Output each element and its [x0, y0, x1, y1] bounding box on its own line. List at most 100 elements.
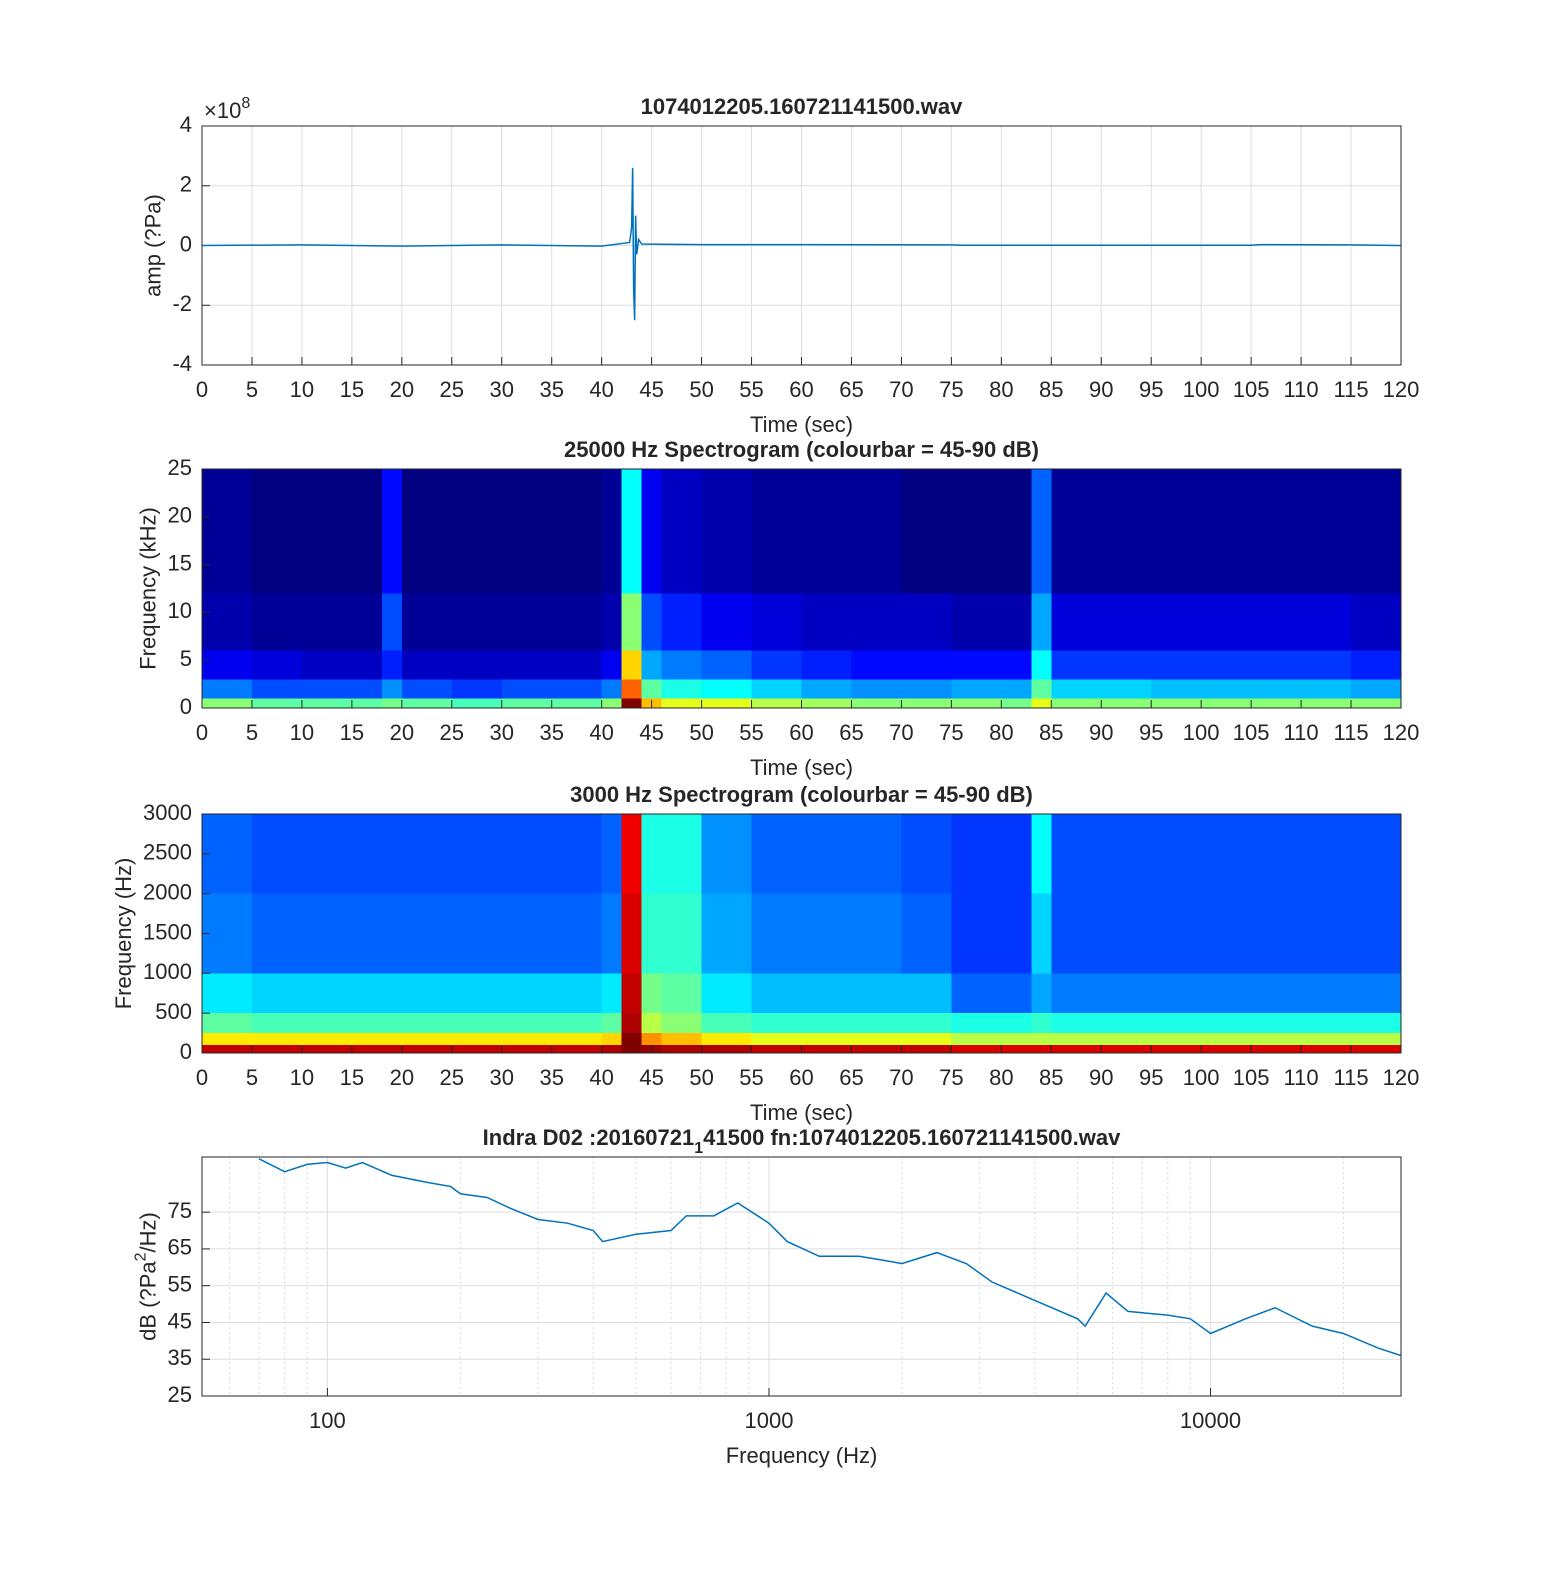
heatmap-cell: [801, 679, 852, 699]
heatmap-cell: [621, 698, 642, 708]
x-tick-label: 20: [390, 377, 414, 402]
heatmap-cell: [202, 698, 252, 708]
heatmap-cell: [301, 593, 352, 651]
title-text: Indra D02 :20160721: [483, 1125, 695, 1150]
heatmap-cell: [451, 469, 502, 594]
heatmap-cell: [1151, 650, 1202, 680]
heatmap-cell: [1201, 679, 1252, 699]
heatmap-cell: [251, 679, 302, 699]
heatmap-cell: [1251, 593, 1302, 651]
y-tick-label: 4: [180, 112, 192, 137]
heatmap-cell: [801, 698, 852, 708]
heatmap-cell: [1031, 893, 1052, 974]
heatmap-cell: [601, 679, 622, 699]
heatmap-cell: [621, 973, 642, 1014]
heatmap-cell: [641, 893, 662, 974]
heatmap-cell: [641, 650, 662, 680]
y-tick-label: 5: [180, 646, 192, 671]
heatmap-cell: [1031, 679, 1052, 699]
heatmap-cell: [1201, 1033, 1252, 1046]
heatmap-cell: [601, 1045, 622, 1053]
heatmap-cell: [202, 1013, 252, 1034]
heatmap-cell: [202, 593, 252, 651]
heatmap-cell: [1101, 650, 1152, 680]
x-tick-label: 110: [1284, 720, 1319, 745]
heatmap-cell: [351, 469, 382, 594]
heatmap-cell: [1101, 679, 1152, 699]
heatmap-cell: [851, 593, 902, 651]
heatmap-cell: [951, 1045, 1002, 1053]
heatmap-cell: [1301, 814, 1352, 894]
y-tick-label: -2: [172, 291, 192, 316]
heatmap-cell: [851, 679, 902, 699]
x-tick-label: 90: [1089, 720, 1113, 745]
chart-title: 3000 Hz Spectrogram (colourbar = 45-90 d…: [570, 782, 1033, 807]
heatmap-cell: [401, 973, 452, 1014]
heatmap-cell: [1001, 469, 1032, 594]
heatmap-cell: [951, 593, 1002, 651]
heatmap-cell: [801, 814, 852, 894]
x-tick-label: 120: [1383, 720, 1420, 745]
heatmap-cell: [501, 973, 552, 1014]
y-tick-label: 35: [168, 1345, 192, 1370]
heatmap-cell: [951, 679, 1002, 699]
panel: 0 5 10 15 20 25 30 35 40 45 50 55 60 65 70 75 80 85 90 95 10…: [111, 782, 1420, 1125]
heatmap-cell: [661, 814, 702, 894]
y-tick-label: 25: [168, 1382, 192, 1407]
heatmap-cell: [301, 973, 352, 1014]
heatmap-cell: [501, 814, 552, 894]
heatmap-cell: [901, 1013, 952, 1034]
heatmap-cell: [451, 1013, 502, 1034]
heatmap-cell: [202, 973, 252, 1014]
heatmap-cell: [1201, 814, 1252, 894]
heatmap-cell: [1301, 1013, 1352, 1034]
heatmap-cell: [951, 698, 1002, 708]
heatmap-cell: [451, 650, 502, 680]
heatmap-cell: [751, 650, 802, 680]
heatmap-cell: [801, 1033, 852, 1046]
x-tick-label: 75: [939, 377, 963, 402]
x-tick-label: 50: [689, 377, 713, 402]
heatmap-cell: [1351, 593, 1401, 651]
heatmap-cell: [1151, 469, 1202, 594]
y-axis-label: dB (?Pa2/Hz): [133, 1212, 161, 1341]
x-tick-label: 0: [196, 720, 208, 745]
panel: 0 5 10 15 20 25 30 35 40 45 50 55 60 65 70 75 80 85 90 95 10…: [135, 437, 1419, 780]
heatmap-cell: [1151, 1033, 1202, 1046]
heatmap-cell: [951, 650, 1002, 680]
heatmap-cell: [351, 1033, 382, 1046]
heatmap-cell: [551, 593, 602, 651]
heatmap-cell: [1251, 1045, 1302, 1053]
x-tick-label: 0: [196, 377, 208, 402]
heatmap-cell: [1201, 698, 1252, 708]
y-tick-label: 45: [168, 1308, 192, 1333]
heatmap-cell: [1251, 973, 1302, 1014]
heatmap-cell: [401, 650, 452, 680]
x-tick-label: 0: [196, 1065, 208, 1090]
heatmap-cell: [1001, 814, 1032, 894]
x-tick-label: 80: [989, 720, 1013, 745]
chart-title: 25000 Hz Spectrogram (colourbar = 45-90 …: [564, 437, 1039, 462]
x-tick-label: 90: [1089, 377, 1113, 402]
x-tick-label: 15: [340, 377, 364, 402]
x-tick-label: 110: [1284, 1065, 1319, 1090]
title-text: 3000 Hz Spectrogram (colourbar = 45-90 d…: [570, 782, 1033, 807]
x-tick-label: 5: [246, 1065, 258, 1090]
heatmap-cell: [551, 698, 602, 708]
heatmap-cell: [401, 679, 452, 699]
x-tick-label: 25: [440, 377, 464, 402]
heatmap-cell: [351, 593, 382, 651]
heatmap-cell: [601, 893, 622, 974]
heatmap-cell: [851, 1045, 902, 1053]
heatmap-cell: [1201, 1013, 1252, 1034]
heatmap-cell: [661, 973, 702, 1014]
x-tick-label: 20: [390, 720, 414, 745]
y-tick-label: 65: [168, 1235, 192, 1260]
title-subscript: 1: [694, 1140, 703, 1157]
x-tick-label: 75: [939, 720, 963, 745]
heatmap-cell: [351, 814, 382, 894]
heatmap-cell: [1001, 893, 1032, 974]
x-tick-label: 40: [589, 1065, 613, 1090]
x-tick-label: 120: [1383, 1065, 1420, 1090]
